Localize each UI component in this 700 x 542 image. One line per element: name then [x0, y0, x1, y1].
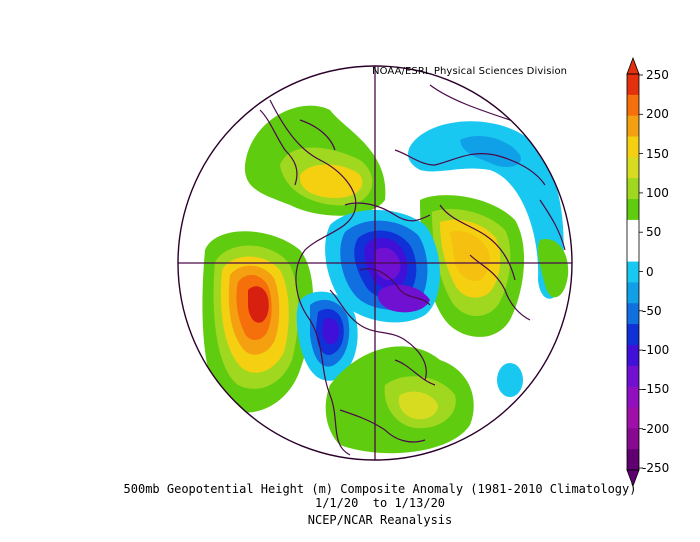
colorbar-tick-label: -200 [642, 421, 670, 436]
colorbar-outline [626, 73, 640, 471]
credit-text: NOAA/ESRL Physical Sciences Division [372, 66, 568, 77]
colorbar-segment [627, 344, 639, 367]
caption-title: 500mb Geopotential Height (m) Composite … [123, 482, 637, 496]
colorbar [626, 56, 643, 488]
anomaly-negative-greenland [325, 210, 440, 323]
colorbar-segment [627, 407, 639, 429]
colorbar-tick-label: 0 [646, 264, 654, 279]
colorbar-tick-label: -150 [642, 382, 670, 397]
colorbar-tick-label: 250 [646, 68, 669, 82]
anomaly-positive-north-pacific [202, 231, 314, 413]
caption-dates: 1/1/20 to 1/13/20 [314, 496, 446, 510]
colorbar-segment [627, 261, 639, 283]
colorbar-tick-label: 150 [646, 146, 669, 161]
anomaly-negative-atlantic [497, 363, 523, 397]
colorbar-segment [627, 219, 639, 242]
colorbar-tick-label: -250 [642, 461, 670, 475]
anomaly-negative-eurasia-arctic [408, 121, 564, 299]
colorbar-segment [627, 115, 639, 138]
colorbar-segment [627, 324, 639, 346]
coastlines [259, 84, 566, 456]
colorbar-segment [627, 157, 639, 179]
colorbar-segment [627, 240, 639, 263]
colorbar-segment [627, 74, 639, 96]
colorbar-segment [627, 94, 639, 117]
caption-source: NCEP/NCAR Reanalysis [307, 513, 453, 527]
colorbar-segment [627, 365, 639, 388]
colorbar-segment [627, 449, 639, 471]
colorbar-tick-label: 50 [646, 225, 662, 240]
colorbar-tick-label: -50 [642, 303, 662, 318]
colorbar-segment [627, 136, 639, 158]
colorbar-tick-label: -100 [642, 343, 670, 358]
colorbar-segment [627, 199, 639, 221]
colorbar-tick-label: 100 [646, 185, 669, 200]
anomaly-negative-western-us [296, 291, 358, 381]
colorbar-tick-label: 200 [646, 107, 669, 122]
anomaly-field [178, 66, 572, 460]
colorbar-segment [627, 282, 639, 304]
colorbar-max-arrow [626, 56, 640, 75]
colorbar-segment [627, 303, 639, 325]
anomaly-positive-europe [420, 195, 525, 337]
colorbar-segment [627, 178, 639, 200]
globe-outline [177, 65, 573, 461]
colorbar-segment [627, 428, 639, 450]
colorbar-segment [627, 386, 639, 408]
